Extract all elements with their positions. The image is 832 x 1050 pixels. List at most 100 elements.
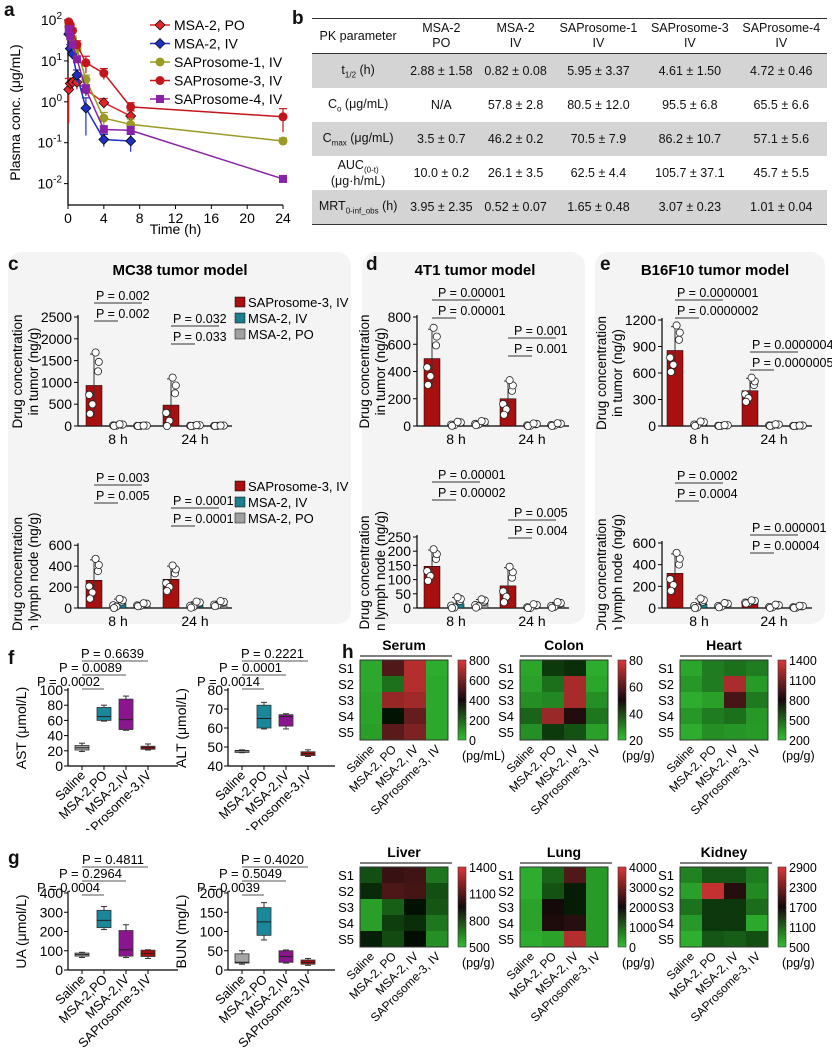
p-value-label: P = 0.0000005 — [752, 356, 832, 370]
heatmap-cell — [382, 676, 404, 692]
heatmap-cell — [404, 883, 426, 899]
heatmap-cell — [724, 899, 746, 915]
y-axis-label: in tumor (ng/g) — [373, 328, 388, 416]
heatmap-cell — [542, 867, 564, 883]
heatmap-border — [359, 866, 449, 948]
p-value-label: P = 0.0000004 — [752, 338, 832, 352]
y-tick-label: 40 — [47, 728, 63, 744]
y-axis-label: Drug concentration — [10, 517, 25, 630]
data-point — [499, 598, 508, 607]
heatmap-cell — [680, 692, 702, 708]
pk-value-cell: 70.5 ± 7.9 — [552, 122, 645, 156]
heatmap-cell — [724, 676, 746, 692]
heatmap-cell — [702, 660, 724, 676]
data-point — [667, 586, 676, 595]
box — [278, 714, 294, 727]
p-value-label: P = 0.0002 — [37, 674, 100, 689]
p-value-label: P = 0.033 — [173, 330, 227, 344]
y-tick-label: 600 — [633, 365, 657, 381]
y-tick-label: 80 — [207, 682, 223, 698]
row-label: S2 — [338, 677, 354, 692]
pk-value-cell: 1.01 ± 0.04 — [735, 190, 827, 225]
x-tick-label: 12 — [168, 210, 184, 226]
heatmap-cell — [564, 883, 586, 899]
pk-header-cell: PK parameter — [312, 18, 405, 54]
heatmap-cell — [586, 708, 608, 724]
heatmap-cell — [586, 867, 608, 883]
p-value-label: P = 0.005 — [96, 489, 150, 503]
legend-swatch — [234, 328, 246, 340]
heatmap-cell — [746, 883, 768, 899]
legend-swatch — [234, 496, 246, 508]
pk-value-cell: 3.5 ± 0.7 — [404, 122, 479, 156]
row-label: S4 — [338, 709, 354, 724]
heatmap-cell — [680, 915, 702, 931]
data-point — [691, 603, 700, 612]
y-tick-label: 0 — [55, 962, 63, 978]
data-point — [68, 40, 77, 49]
data-point — [505, 376, 514, 385]
y-tick-label: 0 — [403, 418, 411, 434]
heatmap-cell — [382, 867, 404, 883]
pk-value-cell: 65.5 ± 6.6 — [753, 98, 810, 112]
heatmap-cell — [746, 676, 768, 692]
colorbar — [457, 659, 467, 741]
colorbar-tick-label: 400 — [469, 694, 490, 708]
y-axis-label: in tumor (ng/g) — [610, 329, 625, 417]
y-tick-label: 102 — [41, 11, 63, 28]
heatmap-cell — [426, 692, 448, 708]
colorbar-tick-label: 1400 — [789, 654, 817, 668]
box — [118, 698, 134, 730]
heatmap-cell — [542, 676, 564, 692]
heatmap-cell — [724, 931, 746, 947]
bar-chart-lymph-node: 0 200 400 600 Drug concentration in lymph nod… — [594, 469, 827, 630]
heatmap-cell — [702, 867, 724, 883]
pk-value-cell: 80.5 ± 12.0 — [567, 98, 630, 112]
p-value-label: P = 0.5049 — [219, 866, 282, 881]
y-tick-label: 0 — [64, 418, 72, 434]
legend-swatch — [234, 296, 246, 308]
x-tick-label: 4 — [100, 210, 108, 226]
pk-value-cell: 0.52 ± 0.07 — [478, 190, 553, 225]
data-point — [192, 597, 201, 606]
heatmap-cell — [724, 915, 746, 931]
pk-value-cell: 105.7 ± 37.1 — [655, 166, 725, 180]
row-label: S2 — [498, 677, 514, 692]
y-axis-label: in lymph node (ng/g) — [26, 512, 41, 630]
row-label: S5 — [658, 932, 674, 947]
legend-label: MSA-2, PO — [248, 327, 314, 342]
pk-table-header-row: PK parameter MSA-2 PO MSA-2 IV SAProsome-1 IV S… — [312, 18, 827, 54]
colorbar-tick-label: 800 — [469, 914, 490, 928]
data-point — [477, 417, 486, 426]
colorbar-tick-label: 80 — [629, 654, 643, 668]
y-tick-label: 900 — [633, 339, 657, 355]
pk-value-cell: 4.72 ± 0.46 — [735, 53, 827, 88]
heatmap-cell — [702, 899, 724, 915]
heatmap-cell — [564, 931, 586, 947]
pk-table-row: Co (μg/mL) N/A 57.8 ± 2.8 80.5 ± 12.0 95.5 ±… — [312, 88, 827, 122]
panel-title: MC38 tumor model — [112, 262, 247, 279]
data-point — [125, 135, 137, 147]
pk-value-cell: 26.1 ± 3.5 — [487, 166, 544, 180]
data-point — [741, 397, 750, 406]
row-label: S4 — [658, 916, 674, 931]
y-tick-label: 250 — [388, 529, 412, 545]
x-tick-label: 24 h — [760, 613, 787, 629]
panel-label-e: e — [600, 254, 611, 275]
data-point — [115, 594, 124, 603]
heatmap-cell — [520, 724, 542, 740]
data-point — [505, 562, 514, 571]
pk-header-cell: SAProsome-3 IV — [644, 18, 736, 54]
colorbar-tick-label: 800 — [789, 694, 810, 708]
heatmap-cell — [404, 899, 426, 915]
y-tick-label: 50 — [207, 943, 223, 959]
data-point — [168, 373, 177, 382]
x-tick-label: 0 — [64, 210, 72, 226]
p-value-label: P = 0.2221 — [241, 646, 304, 661]
data-point — [156, 95, 164, 103]
heatmap-cell — [382, 931, 404, 947]
p-value-label: P = 0.001 — [514, 324, 568, 338]
heatmap-cell — [426, 708, 448, 724]
